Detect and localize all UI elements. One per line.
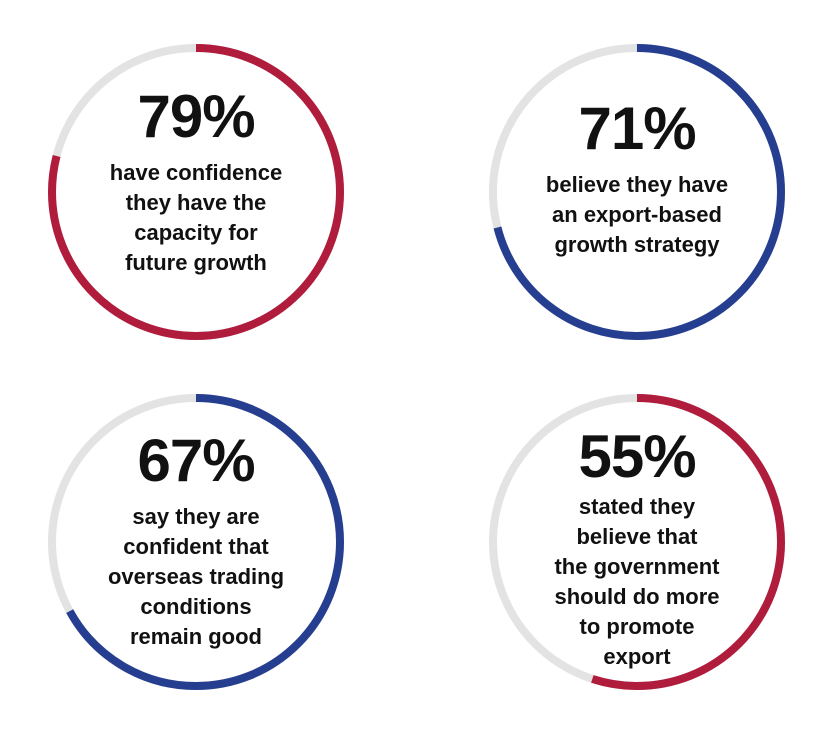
stat-overseas-conditions: 67% say they are confident that overseas… [46, 392, 346, 692]
progress-ring [489, 44, 785, 340]
stat-text: 79% have confidence they have the capaci… [76, 42, 316, 342]
stat-government-promotion: 55% stated they believe that the governm… [487, 392, 787, 692]
stat-text: 67% say they are confident that overseas… [76, 392, 316, 692]
stat-percentage: 71% [578, 95, 696, 162]
ring-value-arc [48, 44, 344, 340]
stat-description: believe they have an export-based growth… [545, 172, 729, 257]
ring-value-arc [48, 394, 344, 690]
ring-value-arc [489, 44, 785, 340]
progress-ring [48, 44, 344, 340]
stat-text: 71% believe they have an export-based gr… [517, 42, 757, 342]
stat-percentage: 79% [137, 83, 255, 150]
stat-export-strategy: 71% believe they have an export-based gr… [487, 42, 787, 342]
ring-value-arc [489, 394, 785, 690]
stat-description: have confidence they have the capacity f… [109, 160, 283, 275]
progress-ring [48, 394, 344, 690]
stat-capacity-growth: 79% have confidence they have the capaci… [46, 42, 346, 342]
stat-text: 55% stated they believe that the governm… [517, 392, 757, 692]
stat-description: say they are confident that overseas tra… [107, 504, 285, 649]
progress-ring [489, 394, 785, 690]
stat-percentage: 55% [578, 423, 696, 490]
stat-description: stated they believe that the government … [554, 494, 720, 669]
stat-percentage: 67% [137, 427, 255, 494]
